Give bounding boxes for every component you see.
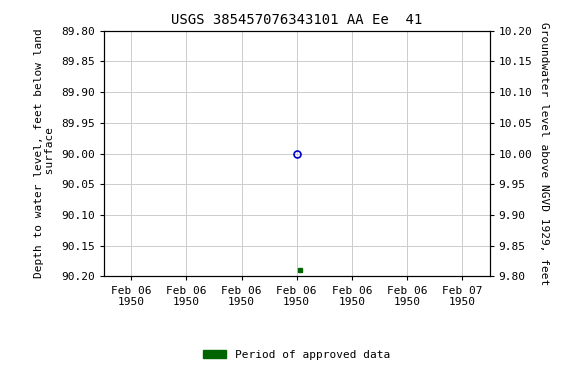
Y-axis label: Groundwater level above NGVD 1929, feet: Groundwater level above NGVD 1929, feet bbox=[539, 22, 549, 285]
Title: USGS 385457076343101 AA Ee  41: USGS 385457076343101 AA Ee 41 bbox=[171, 13, 422, 27]
Legend: Period of approved data: Period of approved data bbox=[199, 346, 394, 364]
Y-axis label: Depth to water level, feet below land
 surface: Depth to water level, feet below land su… bbox=[34, 29, 55, 278]
